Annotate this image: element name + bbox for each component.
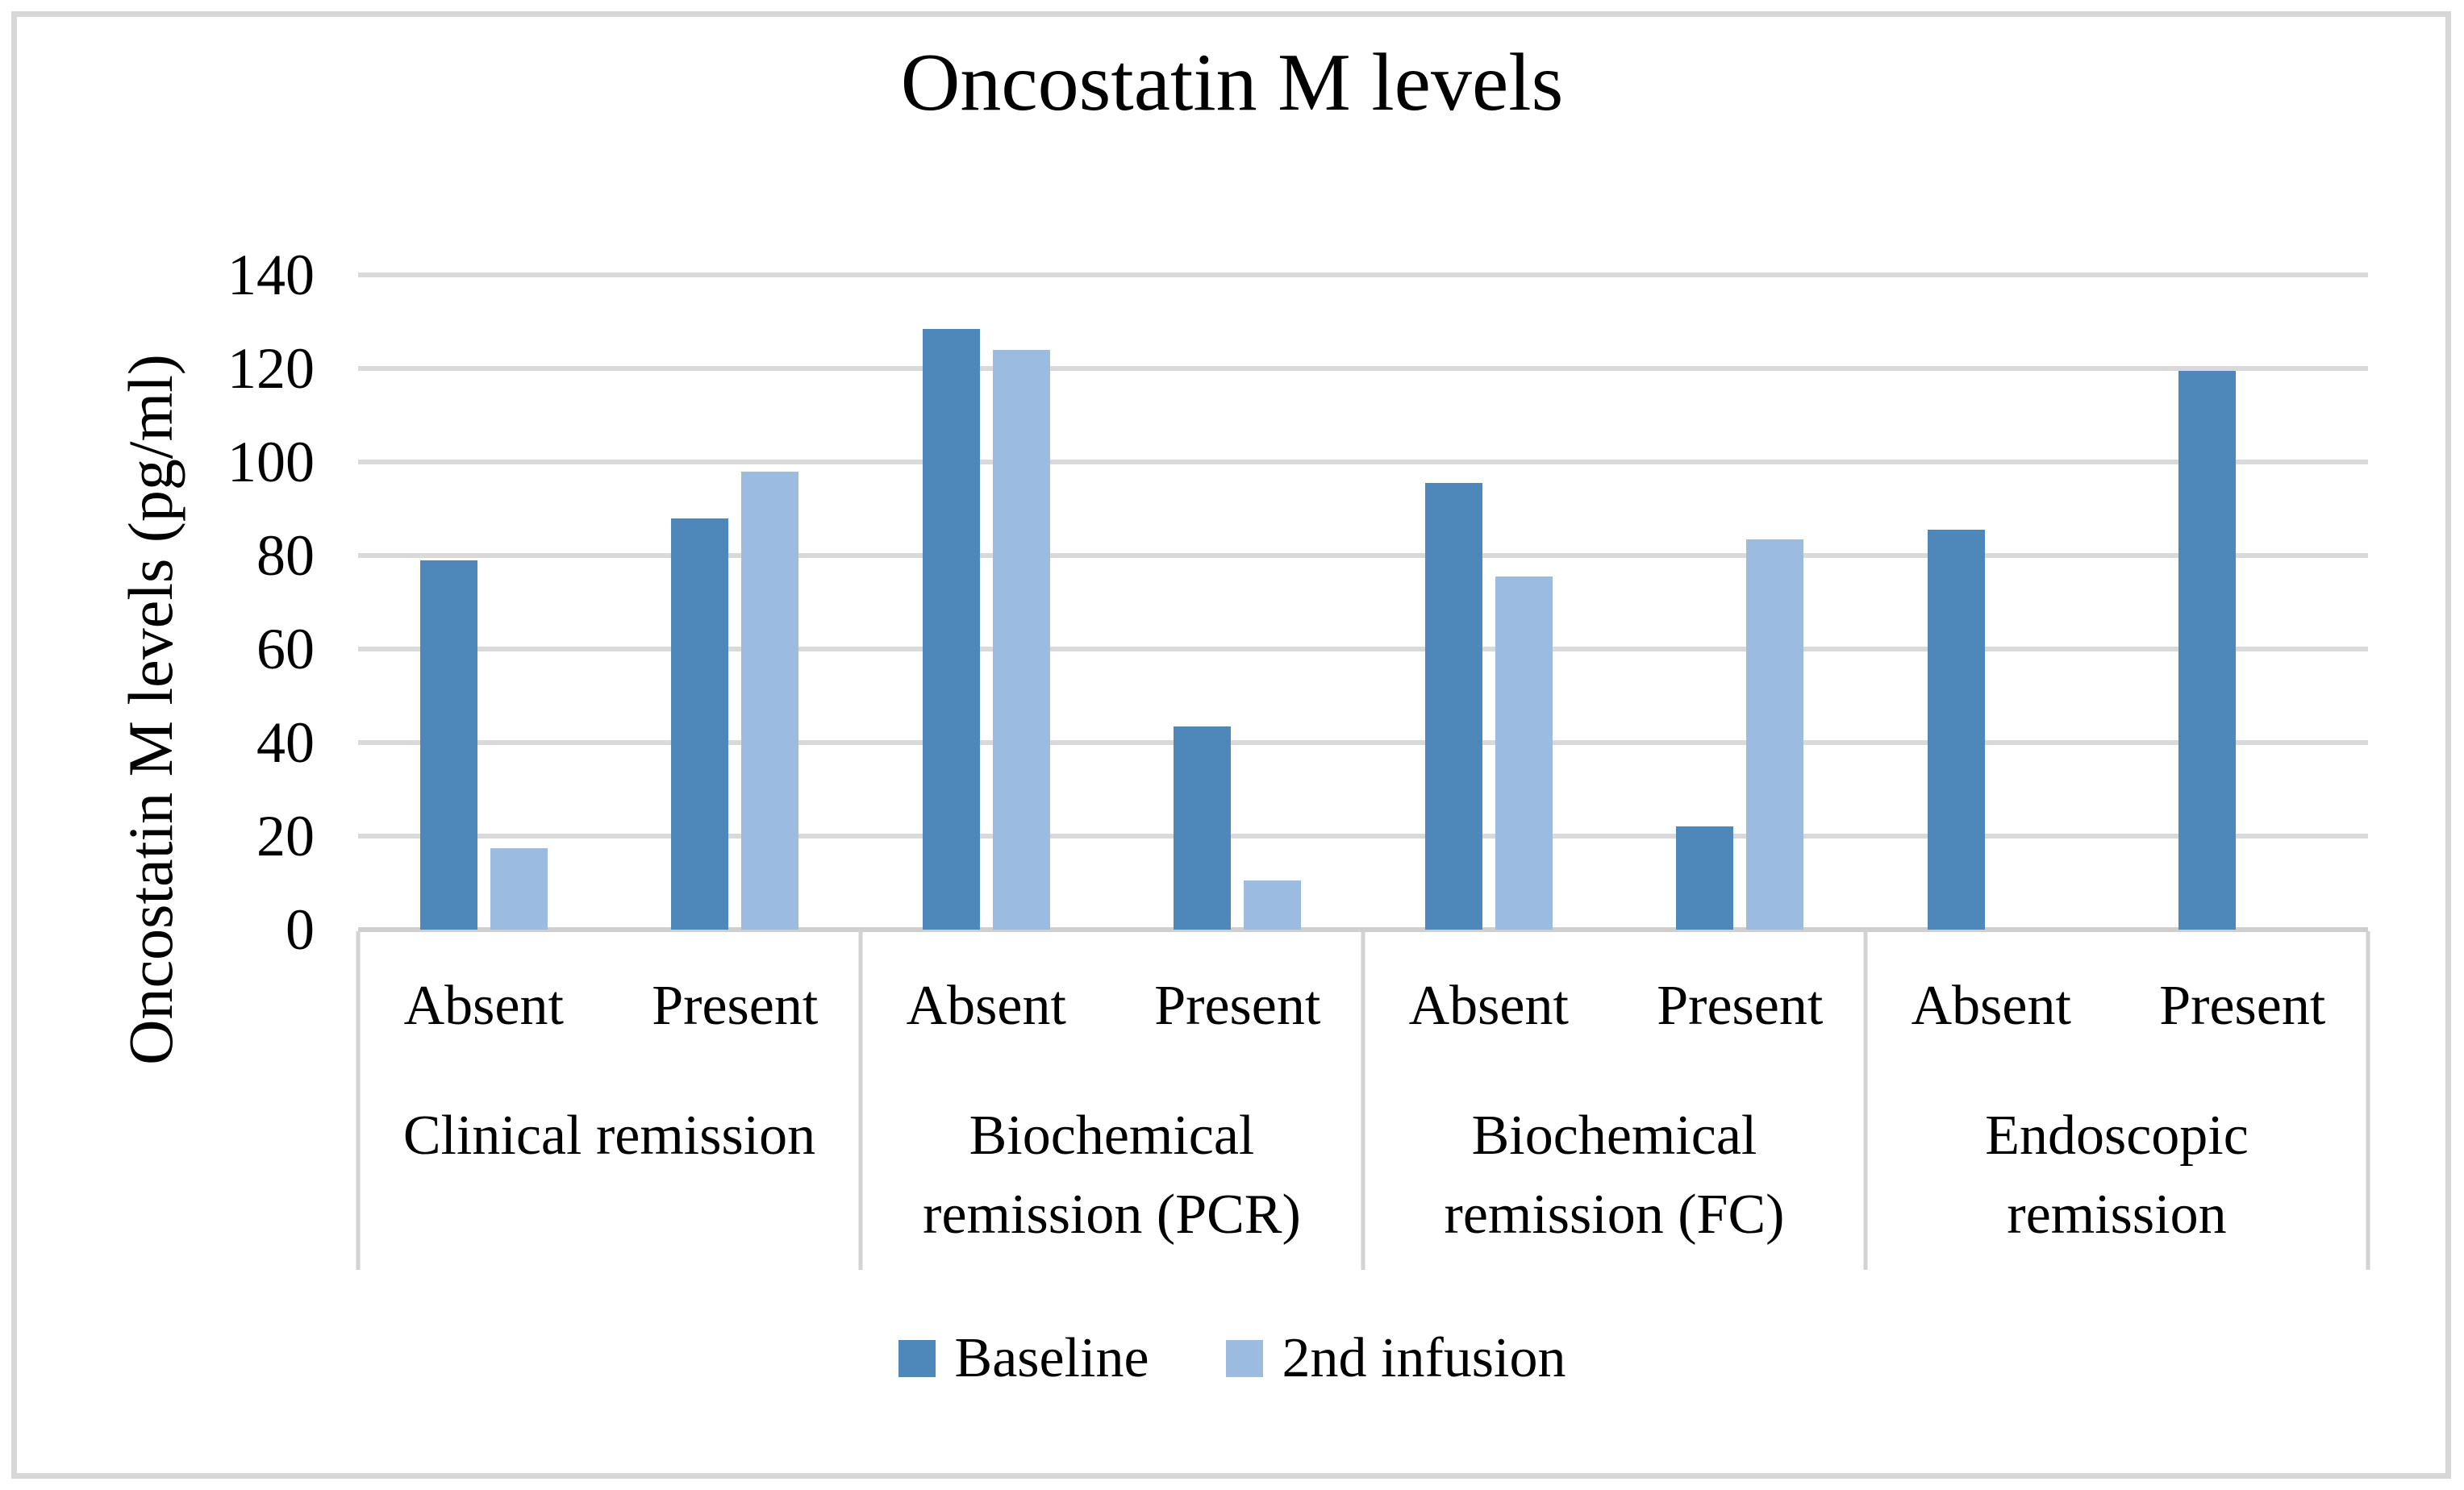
category-label-4: Present	[1154, 975, 1321, 1037]
group-label-2: Biochemical remission (PCR)	[861, 1097, 1363, 1255]
plot-area	[358, 273, 2368, 932]
legend-item-2nd-infusion: 2nd infusion	[1225, 1326, 1566, 1391]
gridline-60	[358, 647, 2368, 651]
y-tick-label-80: 80	[256, 523, 315, 588]
bar-2nd-infusion-1	[490, 847, 548, 930]
bar-baseline-7	[1927, 530, 1985, 930]
legend-swatch-icon	[1225, 1340, 1263, 1377]
gridline-120	[358, 366, 2368, 371]
group-separator-3	[1863, 931, 1868, 1270]
y-tick-label-100: 100	[227, 430, 315, 494]
bar-baseline-8	[2178, 370, 2237, 930]
group-label-line: Biochemical	[1471, 1105, 1757, 1167]
y-tick-label-20: 20	[256, 804, 315, 868]
legend-swatch-icon	[898, 1340, 936, 1377]
group-label-line: remission (PCR)	[923, 1184, 1301, 1246]
group-label-line: Biochemical	[969, 1105, 1255, 1167]
y-tick-label-60: 60	[256, 617, 315, 681]
category-label-1: Absent	[403, 975, 564, 1037]
bar-baseline-4	[1174, 726, 1232, 930]
group-label-line: Endoscopic	[1985, 1105, 2249, 1167]
category-label-5: Absent	[1408, 975, 1569, 1037]
category-label-7: Absent	[1911, 975, 2071, 1037]
bar-baseline-1	[419, 560, 477, 930]
legend-item-baseline: Baseline	[898, 1326, 1149, 1391]
category-axis: Absent Present Absent Present Absent Present A…	[356, 931, 2370, 1270]
bar-baseline-2	[671, 518, 729, 930]
group-label-1: Clinical remission	[358, 1097, 861, 1176]
chart-title: Oncostatin M levels	[900, 37, 1564, 128]
bar-baseline-6	[1676, 826, 1734, 930]
group-label-line: remission (FC)	[1444, 1184, 1785, 1246]
y-tick-label-40: 40	[256, 710, 315, 775]
bar-2nd-infusion-5	[1495, 576, 1553, 930]
category-label-6: Present	[1657, 975, 1824, 1037]
y-tick-label-120: 120	[227, 336, 315, 401]
legend-label: 2nd infusion	[1282, 1327, 1566, 1389]
category-label-8: Present	[2159, 975, 2326, 1037]
group-label-3: Biochemical remission (FC)	[1363, 1097, 1866, 1255]
bar-baseline-5	[1424, 483, 1482, 930]
legend-label: Baseline	[954, 1327, 1149, 1389]
bar-2nd-infusion-4	[1244, 880, 1302, 930]
y-tick-label-140: 140	[227, 243, 315, 307]
x-axis-line	[358, 927, 2368, 932]
y-tick-label-0: 0	[286, 897, 315, 962]
group-separator-4	[2366, 931, 2370, 1270]
bar-baseline-3	[922, 328, 980, 930]
bar-2nd-infusion-3	[992, 349, 1050, 930]
gridline-140	[358, 273, 2368, 277]
bar-2nd-infusion-2	[741, 471, 799, 930]
legend: Baseline 2nd infusion	[0, 1326, 2464, 1391]
group-separator-0	[356, 931, 361, 1270]
gridline-100	[358, 460, 2368, 464]
group-label-line: Clinical remission	[402, 1105, 816, 1167]
group-separator-1	[858, 931, 863, 1270]
group-label-4: Endoscopic remission	[1866, 1097, 2368, 1255]
group-separator-2	[1361, 931, 1365, 1270]
gridline-80	[358, 553, 2368, 558]
category-label-2: Present	[652, 975, 819, 1037]
category-label-3: Absent	[906, 975, 1066, 1037]
gridline-40	[358, 740, 2368, 745]
group-label-line: remission	[2007, 1184, 2227, 1246]
gridline-20	[358, 834, 2368, 839]
bar-2nd-infusion-6	[1746, 539, 1804, 930]
